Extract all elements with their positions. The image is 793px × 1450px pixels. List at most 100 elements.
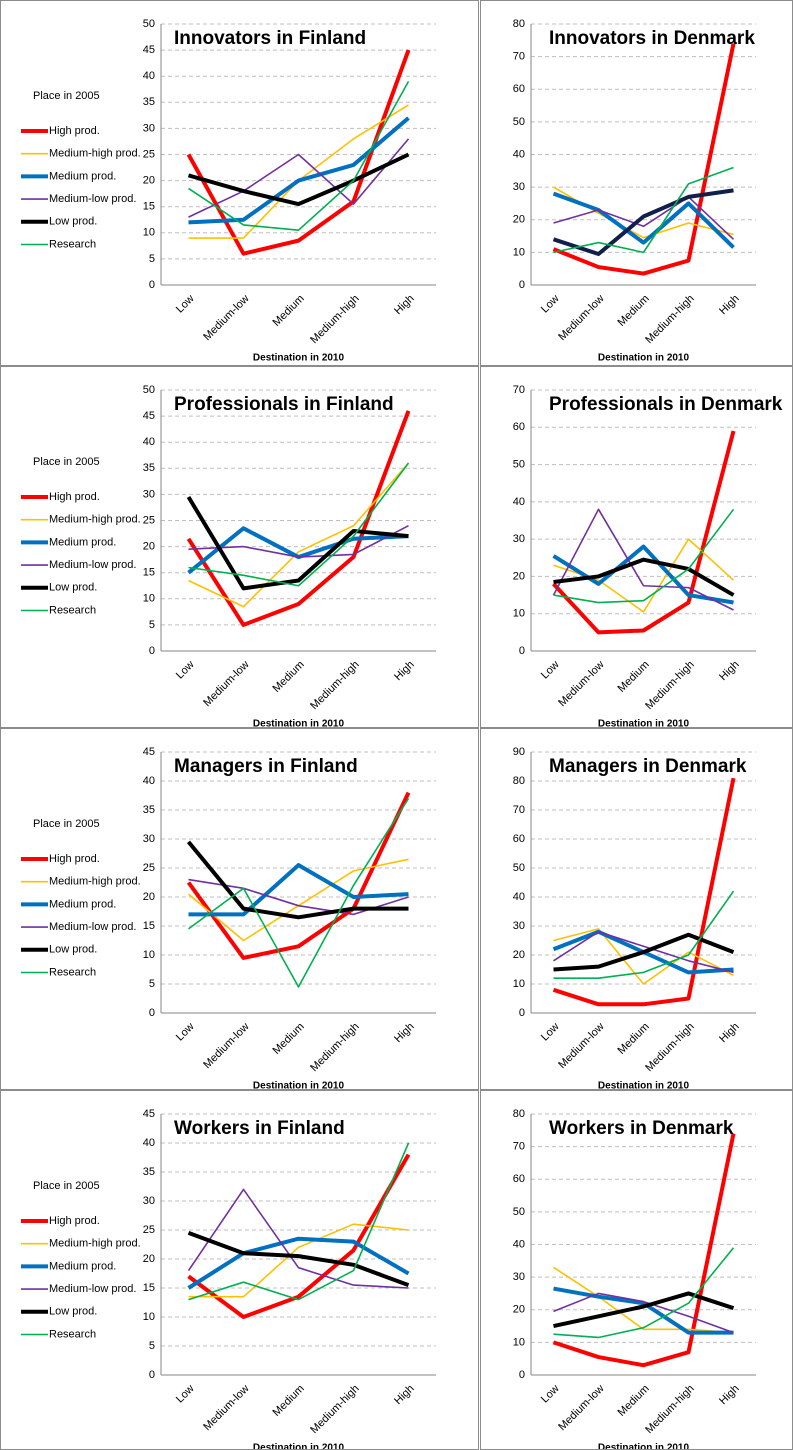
y-tick-label: 0 xyxy=(519,1007,525,1019)
x-tick-label: Medium-low xyxy=(556,1021,606,1071)
legend-label: Medium-high prod. xyxy=(49,514,141,526)
x-axis-label: Destination in 2010 xyxy=(598,1443,690,1450)
chart-title: Innovators in Finland xyxy=(174,28,366,49)
y-tick-label: 10 xyxy=(513,246,525,258)
x-tick-label: Medium-low xyxy=(556,659,606,709)
x-tick-label: Medium-low xyxy=(201,659,251,709)
y-tick-label: 60 xyxy=(513,421,525,433)
y-tick-label: 35 xyxy=(143,1166,155,1178)
y-tick-label: 5 xyxy=(149,619,155,631)
legend-label: High prod. xyxy=(49,491,100,503)
y-tick-label: 40 xyxy=(513,891,525,903)
y-tick-label: 25 xyxy=(143,514,155,526)
legend-title: Place in 2005 xyxy=(33,818,100,830)
y-tick-label: 25 xyxy=(143,1224,155,1236)
x-axis-label: Destination in 2010 xyxy=(598,719,690,728)
x-tick-label: High xyxy=(392,1021,416,1045)
series-line xyxy=(188,462,410,587)
y-tick-label: 40 xyxy=(143,1137,155,1149)
chart-title: Innovators in Denmark xyxy=(549,28,755,49)
y-tick-label: 30 xyxy=(513,1271,525,1283)
y-tick-label: 45 xyxy=(143,746,155,758)
y-tick-label: 35 xyxy=(143,462,155,474)
legend-title: Place in 2005 xyxy=(33,1180,100,1192)
y-tick-label: 45 xyxy=(143,44,155,56)
y-tick-label: 0 xyxy=(149,279,155,291)
series-line xyxy=(552,191,735,249)
series-line xyxy=(188,525,409,558)
legend-label: Medium-low prod. xyxy=(49,921,136,933)
series-line xyxy=(187,1231,410,1287)
x-tick-label: Medium-high xyxy=(308,1383,361,1436)
y-tick-label: 50 xyxy=(143,384,155,396)
chart-title: Workers in Finland xyxy=(174,1118,345,1139)
y-tick-label: 25 xyxy=(143,862,155,874)
legend-label: Research xyxy=(49,966,96,978)
chart-title: Managers in Denmark xyxy=(549,756,747,777)
x-tick-label: Medium xyxy=(271,659,307,695)
legend-title: Place in 2005 xyxy=(33,456,100,468)
x-tick-label: Low xyxy=(174,293,197,316)
x-tick-label: Medium-high xyxy=(643,1383,696,1436)
chart-title: Professionals in Denmark xyxy=(549,394,783,415)
y-tick-label: 0 xyxy=(519,645,525,657)
x-tick-label: Low xyxy=(174,659,197,682)
x-tick-label: Medium-high xyxy=(308,293,361,346)
x-tick-label: Medium-high xyxy=(308,1021,361,1074)
x-tick-label: High xyxy=(717,293,741,317)
series-line xyxy=(553,932,735,972)
y-tick-label: 0 xyxy=(519,1369,525,1381)
y-tick-label: 20 xyxy=(513,949,525,961)
y-tick-label: 80 xyxy=(513,775,525,787)
y-tick-label: 45 xyxy=(143,1108,155,1120)
x-tick-label: Medium-low xyxy=(201,1383,251,1433)
series-line xyxy=(553,557,735,597)
legend-label: Low prod. xyxy=(49,1306,97,1318)
x-tick-label: Medium xyxy=(616,659,652,695)
series-line xyxy=(552,430,736,635)
y-tick-label: 40 xyxy=(513,1238,525,1250)
legend-label: Medium prod. xyxy=(49,170,116,182)
x-axis-label: Destination in 2010 xyxy=(253,353,345,364)
y-tick-label: 10 xyxy=(513,608,525,620)
x-tick-label: High xyxy=(392,659,416,683)
y-tick-label: 10 xyxy=(513,978,525,990)
y-tick-label: 20 xyxy=(513,214,525,226)
x-tick-label: Low xyxy=(539,1383,562,1406)
legend-label: Research xyxy=(49,238,96,250)
x-tick-label: Low xyxy=(539,1021,562,1044)
x-tick-label: Medium xyxy=(271,1021,307,1057)
legend-label: Medium prod. xyxy=(49,898,116,910)
series-line xyxy=(553,196,735,240)
y-tick-label: 35 xyxy=(143,804,155,816)
y-tick-label: 45 xyxy=(143,410,155,422)
series-line xyxy=(552,1133,736,1368)
y-tick-label: 50 xyxy=(143,18,155,30)
series-line xyxy=(186,495,409,591)
y-tick-label: 40 xyxy=(143,436,155,448)
x-tick-label: Medium xyxy=(616,293,652,329)
series-line xyxy=(552,544,734,605)
series-line xyxy=(553,166,734,254)
legend-label: High prod. xyxy=(49,125,100,137)
series-line xyxy=(188,863,409,917)
y-tick-label: 90 xyxy=(513,746,525,758)
x-tick-label: Low xyxy=(174,1021,197,1044)
series-line xyxy=(553,1286,734,1335)
legend-label: Research xyxy=(49,604,96,616)
y-tick-label: 0 xyxy=(149,645,155,657)
series-line xyxy=(187,1153,411,1319)
y-tick-label: 20 xyxy=(513,1304,525,1316)
y-tick-label: 20 xyxy=(513,570,525,582)
series-line xyxy=(187,152,410,207)
x-tick-label: Medium xyxy=(616,1021,652,1057)
y-tick-label: 10 xyxy=(143,227,155,239)
series-line xyxy=(553,1266,734,1334)
series-line xyxy=(186,410,411,627)
series-line xyxy=(553,931,734,974)
series-line xyxy=(553,508,735,604)
series-line xyxy=(553,928,734,985)
y-tick-label: 10 xyxy=(513,1336,525,1348)
